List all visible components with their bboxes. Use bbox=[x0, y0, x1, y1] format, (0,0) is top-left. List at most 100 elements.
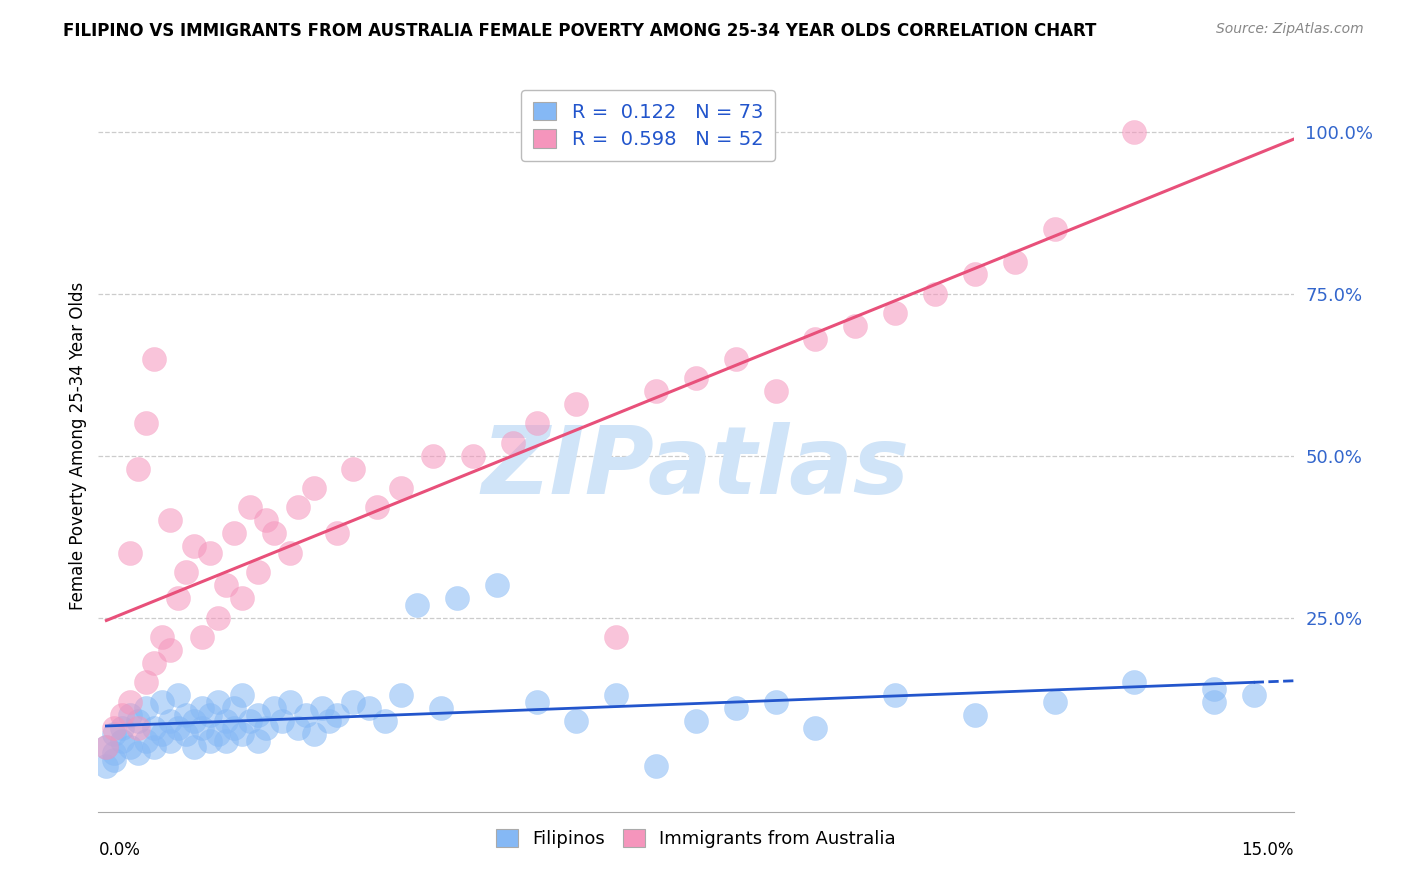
Point bbox=[150, 630, 173, 644]
Point bbox=[430, 701, 453, 715]
Point bbox=[406, 598, 429, 612]
Point bbox=[963, 707, 986, 722]
Point bbox=[207, 695, 229, 709]
Point bbox=[685, 371, 707, 385]
Point bbox=[844, 319, 866, 334]
Point bbox=[191, 701, 214, 715]
Point bbox=[111, 721, 134, 735]
Point bbox=[1202, 695, 1225, 709]
Point bbox=[198, 733, 221, 747]
Point bbox=[685, 714, 707, 728]
Point bbox=[724, 351, 747, 366]
Point bbox=[167, 721, 190, 735]
Point bbox=[207, 610, 229, 624]
Point bbox=[111, 733, 134, 747]
Point bbox=[120, 695, 142, 709]
Point bbox=[389, 481, 412, 495]
Point bbox=[645, 759, 668, 773]
Point bbox=[120, 739, 142, 754]
Point bbox=[374, 714, 396, 728]
Point bbox=[1123, 675, 1146, 690]
Point bbox=[135, 675, 157, 690]
Point bbox=[605, 688, 627, 702]
Point bbox=[159, 733, 181, 747]
Point bbox=[311, 701, 333, 715]
Point bbox=[461, 449, 484, 463]
Point bbox=[159, 513, 181, 527]
Point bbox=[326, 526, 349, 541]
Point bbox=[191, 721, 214, 735]
Point bbox=[111, 707, 134, 722]
Point bbox=[96, 739, 118, 754]
Point bbox=[287, 500, 309, 515]
Point bbox=[254, 721, 277, 735]
Point bbox=[120, 707, 142, 722]
Point bbox=[326, 707, 349, 722]
Point bbox=[884, 688, 907, 702]
Point bbox=[103, 727, 125, 741]
Point bbox=[359, 701, 381, 715]
Point bbox=[198, 707, 221, 722]
Point bbox=[239, 500, 262, 515]
Point bbox=[143, 351, 166, 366]
Point bbox=[222, 721, 245, 735]
Point bbox=[565, 714, 588, 728]
Text: FILIPINO VS IMMIGRANTS FROM AUSTRALIA FEMALE POVERTY AMONG 25-34 YEAR OLDS CORRE: FILIPINO VS IMMIGRANTS FROM AUSTRALIA FE… bbox=[63, 22, 1097, 40]
Point bbox=[127, 461, 149, 475]
Point bbox=[446, 591, 468, 606]
Point bbox=[198, 546, 221, 560]
Point bbox=[222, 701, 245, 715]
Point bbox=[1202, 681, 1225, 696]
Point bbox=[246, 566, 269, 580]
Point bbox=[246, 733, 269, 747]
Point bbox=[231, 688, 253, 702]
Point bbox=[278, 695, 301, 709]
Point bbox=[96, 759, 118, 773]
Point bbox=[302, 481, 325, 495]
Point bbox=[143, 721, 166, 735]
Point bbox=[174, 707, 197, 722]
Text: Source: ZipAtlas.com: Source: ZipAtlas.com bbox=[1216, 22, 1364, 37]
Point bbox=[150, 695, 173, 709]
Point bbox=[191, 630, 214, 644]
Point bbox=[127, 721, 149, 735]
Point bbox=[1043, 222, 1066, 236]
Point bbox=[135, 733, 157, 747]
Point bbox=[366, 500, 388, 515]
Point bbox=[254, 513, 277, 527]
Point bbox=[605, 630, 627, 644]
Point bbox=[270, 714, 292, 728]
Point bbox=[1243, 688, 1265, 702]
Point bbox=[342, 695, 364, 709]
Point bbox=[294, 707, 316, 722]
Point bbox=[724, 701, 747, 715]
Point bbox=[143, 656, 166, 670]
Point bbox=[231, 727, 253, 741]
Point bbox=[103, 721, 125, 735]
Point bbox=[135, 417, 157, 431]
Point bbox=[804, 721, 827, 735]
Point bbox=[239, 714, 262, 728]
Point bbox=[1004, 254, 1026, 268]
Point bbox=[143, 739, 166, 754]
Point bbox=[103, 753, 125, 767]
Point bbox=[174, 566, 197, 580]
Point bbox=[127, 714, 149, 728]
Point bbox=[924, 286, 946, 301]
Point bbox=[215, 714, 238, 728]
Point bbox=[183, 739, 205, 754]
Point bbox=[246, 707, 269, 722]
Text: 0.0%: 0.0% bbox=[98, 841, 141, 859]
Text: ZIPatlas: ZIPatlas bbox=[482, 422, 910, 514]
Point bbox=[263, 526, 285, 541]
Point bbox=[565, 397, 588, 411]
Point bbox=[765, 695, 787, 709]
Point bbox=[302, 727, 325, 741]
Point bbox=[150, 727, 173, 741]
Point bbox=[278, 546, 301, 560]
Point bbox=[183, 539, 205, 553]
Point bbox=[485, 578, 508, 592]
Point bbox=[135, 701, 157, 715]
Point bbox=[174, 727, 197, 741]
Point bbox=[159, 643, 181, 657]
